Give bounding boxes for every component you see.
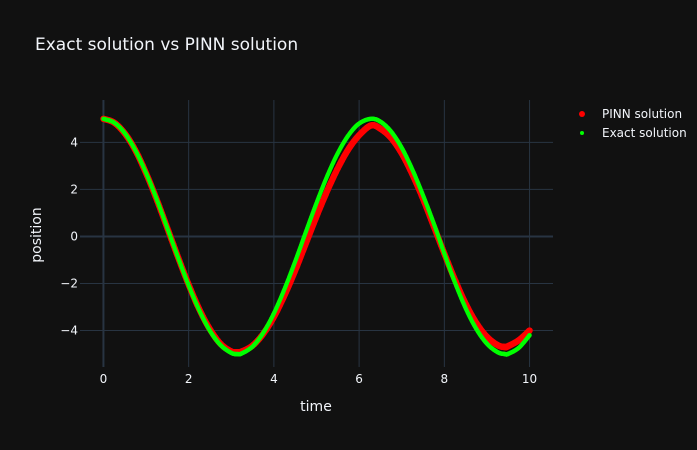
legend[interactable]: PINN solution Exact solution [579,107,687,140]
data-point-pinn [526,327,533,334]
y-tick-label: 4 [70,135,78,149]
x-tick-label: 6 [355,372,363,386]
legend-label-exact: Exact solution [602,126,687,140]
x-tick-label: 4 [270,372,278,386]
x-axis-title: time [300,399,332,415]
data-point-exact [527,333,532,338]
legend-marker-exact [580,131,584,135]
x-tick-label: 10 [522,372,537,386]
y-axis-ticks: −4 −2 0 2 4 [60,135,78,337]
y-tick-label: 0 [70,229,78,243]
legend-label-pinn: PINN solution [602,107,682,121]
x-tick-label: 0 [100,372,108,386]
x-axis-ticks: 0 2 4 6 8 10 [100,372,538,386]
x-tick-label: 2 [185,372,193,386]
legend-marker-pinn [579,111,585,117]
x-tick-label: 8 [441,372,449,386]
plot-area [100,115,533,357]
y-tick-label: −4 [60,324,78,338]
legend-item-pinn[interactable]: PINN solution [579,107,682,121]
grid [80,100,553,367]
legend-item-exact[interactable]: Exact solution [580,126,687,140]
chart-title: Exact solution vs PINN solution [35,35,298,55]
zero-lines [80,100,553,367]
y-tick-label: 2 [70,182,78,196]
y-tick-label: −2 [60,276,78,290]
series-exact [101,116,532,357]
y-axis-title: position [29,207,45,262]
